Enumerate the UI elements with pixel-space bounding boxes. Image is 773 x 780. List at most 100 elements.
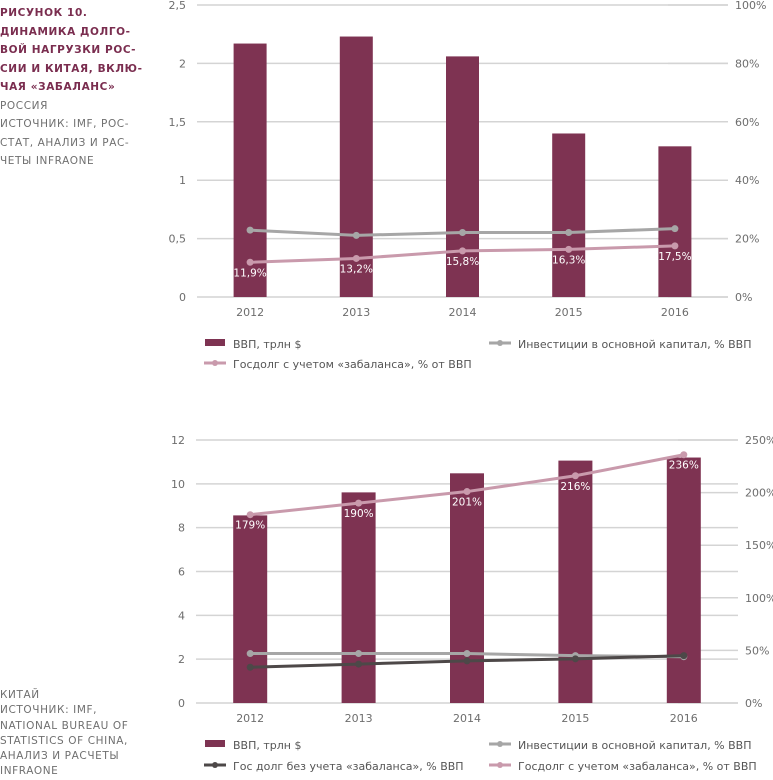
legend-item: ВВП, трлн $ bbox=[205, 338, 301, 351]
left-axis-tick-label: 12 bbox=[171, 434, 185, 447]
right-axis-tick-label: 100% bbox=[735, 0, 766, 12]
left-axis-tick-label: 2 bbox=[179, 57, 186, 70]
legend-item: Госдолг с учетом «забаланса», % от ВВП bbox=[489, 760, 757, 773]
caption-russia: РИСУНОК 10. ДИНАМИКА ДОЛГО- ВОЙ НАГРУЗКИ… bbox=[0, 4, 150, 171]
point-debt-plain bbox=[571, 655, 579, 663]
bar-gdp bbox=[233, 515, 268, 703]
legend-swatch-marker bbox=[212, 360, 218, 366]
point-debt-offbalance bbox=[246, 511, 254, 519]
left-axis-tick-label: 0 bbox=[178, 697, 185, 710]
point-investment bbox=[246, 226, 254, 234]
left-axis-tick-label: 4 bbox=[178, 609, 185, 622]
bar-gdp bbox=[450, 473, 484, 703]
x-axis-tick-label: 2016 bbox=[661, 306, 689, 319]
right-axis-tick-label: 50% bbox=[745, 644, 769, 657]
data-label: 13,2% bbox=[340, 263, 373, 275]
legend-swatch-bar bbox=[205, 339, 225, 346]
x-axis-tick-label: 2015 bbox=[555, 306, 583, 319]
bar-gdp bbox=[233, 43, 267, 297]
x-axis-tick-label: 2013 bbox=[345, 712, 373, 725]
right-axis-tick-label: 150% bbox=[745, 539, 773, 552]
bar-gdp bbox=[658, 146, 692, 297]
legend-swatch-bar bbox=[205, 740, 225, 747]
legend-label: ВВП, трлн $ bbox=[233, 338, 301, 351]
x-axis-tick-label: 2013 bbox=[342, 306, 370, 319]
bar-gdp bbox=[446, 56, 479, 297]
left-axis-tick-label: 2 bbox=[178, 653, 185, 666]
point-investment bbox=[355, 650, 363, 658]
legend-label: Инвестиции в основной капитал, % ВВП bbox=[518, 338, 752, 351]
legend-item: ВВП, трлн $ bbox=[205, 739, 301, 752]
right-axis-tick-label: 80% bbox=[735, 57, 759, 70]
source-line: ИСТОЧНИК: IMF, bbox=[0, 704, 98, 717]
data-label: 17,5% bbox=[658, 251, 691, 263]
data-label: 11,9% bbox=[233, 267, 266, 279]
point-investment bbox=[352, 231, 360, 239]
source-line: NATIONAL BUREAU OF bbox=[0, 719, 129, 732]
caption-china: КИТАЙ ИСТОЧНИК: IMF, NATIONAL BUREAU OF … bbox=[0, 688, 150, 780]
legend-label: Госдолг с учетом «забаланса», % от ВВП bbox=[518, 760, 757, 773]
data-label: 236% bbox=[669, 460, 699, 472]
x-axis-tick-label: 2012 bbox=[236, 306, 264, 319]
legend-label: ВВП, трлн $ bbox=[233, 739, 301, 752]
right-axis-tick-label: 60% bbox=[735, 116, 759, 129]
figure-title-line: РИСУНОК 10. bbox=[0, 7, 88, 19]
caption-line: КИТАЙ bbox=[0, 689, 40, 701]
right-axis-tick-label: 0% bbox=[735, 291, 752, 304]
source-line: STATISTICS OF CHINA, bbox=[0, 734, 128, 747]
legend-swatch-marker bbox=[212, 762, 218, 768]
point-debt-offbalance bbox=[680, 451, 688, 459]
legend-swatch-marker bbox=[497, 741, 503, 747]
point-debt-offbalance bbox=[565, 245, 573, 253]
legend-swatch-marker bbox=[497, 340, 503, 346]
right-axis-tick-label: 100% bbox=[745, 592, 773, 605]
bar-gdp bbox=[341, 492, 376, 703]
point-debt-offbalance bbox=[352, 254, 360, 262]
legend-label: Гос долг без учета «забаланса», % ВВП bbox=[233, 760, 464, 773]
point-debt-offbalance bbox=[355, 499, 363, 507]
legend-item: Гос долг без учета «забаланса», % ВВП bbox=[204, 760, 464, 773]
source-line: ИСТОЧНИК: IMF, РОС- bbox=[0, 118, 130, 130]
right-axis-tick-label: 20% bbox=[735, 233, 759, 246]
bar-gdp bbox=[558, 460, 593, 703]
left-axis-tick-label: 6 bbox=[178, 566, 185, 579]
bar-gdp bbox=[339, 36, 373, 297]
right-axis-tick-label: 0% bbox=[745, 697, 762, 710]
point-debt-offbalance bbox=[246, 258, 254, 266]
chart-russia: 0 0,5 1 1,5 2 2,5 0% 20% 40% 60% 80% 100% 11,9% 13,2%… bbox=[169, 0, 767, 371]
legend-swatch-marker bbox=[497, 762, 503, 768]
x-axis-tick-label: 2012 bbox=[236, 712, 264, 725]
source-line: ЧЕТЫ INFRAONE bbox=[0, 155, 95, 167]
left-axis-tick-label: 10 bbox=[171, 478, 185, 491]
point-debt-offbalance bbox=[671, 242, 679, 250]
chart-china: 0 2 4 6 8 10 12 0% 50% 100% 150% 200% 250% 179% 190% 20… bbox=[171, 434, 773, 773]
left-axis-tick-label: 0 bbox=[179, 291, 186, 304]
left-axis-tick-label: 1,5 bbox=[169, 116, 187, 129]
legend-item: Госдолг с учетом «забаланса», % от ВВП bbox=[204, 358, 472, 371]
source-line: СТАТ, АНАЛИЗ И РАС- bbox=[0, 136, 130, 149]
caption-line: РОССИЯ bbox=[0, 99, 49, 112]
point-debt-plain bbox=[463, 657, 471, 665]
point-investment bbox=[671, 225, 679, 233]
x-axis-tick-label: 2014 bbox=[453, 712, 481, 725]
right-axis-tick-label: 40% bbox=[735, 174, 759, 187]
right-axis-tick-label: 250% bbox=[745, 434, 773, 447]
x-axis-tick-label: 2014 bbox=[449, 306, 477, 319]
point-debt-offbalance bbox=[571, 472, 579, 480]
figure-title-line: ЧАЯ «ЗАБАЛАНС» bbox=[0, 81, 116, 93]
source-line: INFRAONE bbox=[0, 765, 59, 778]
left-axis-tick-label: 0,5 bbox=[169, 233, 187, 246]
point-investment bbox=[565, 228, 573, 236]
data-label: 15,8% bbox=[446, 256, 479, 268]
figure-title-line: ВОЙ НАГРУЗКИ РОС- bbox=[0, 44, 137, 56]
legend-item: Инвестиции в основной капитал, % ВВП bbox=[489, 739, 752, 752]
figure-title-line: СИИ И КИТАЯ, ВКЛЮ- bbox=[0, 62, 143, 75]
data-label: 201% bbox=[452, 497, 482, 509]
left-axis-tick-label: 1 bbox=[179, 174, 186, 187]
point-debt-plain bbox=[355, 660, 363, 668]
legend-item: Инвестиции в основной капитал, % ВВП bbox=[489, 338, 752, 351]
legend-label: Инвестиции в основной капитал, % ВВП bbox=[518, 739, 752, 752]
data-label: 190% bbox=[344, 508, 374, 520]
point-investment bbox=[246, 650, 254, 658]
